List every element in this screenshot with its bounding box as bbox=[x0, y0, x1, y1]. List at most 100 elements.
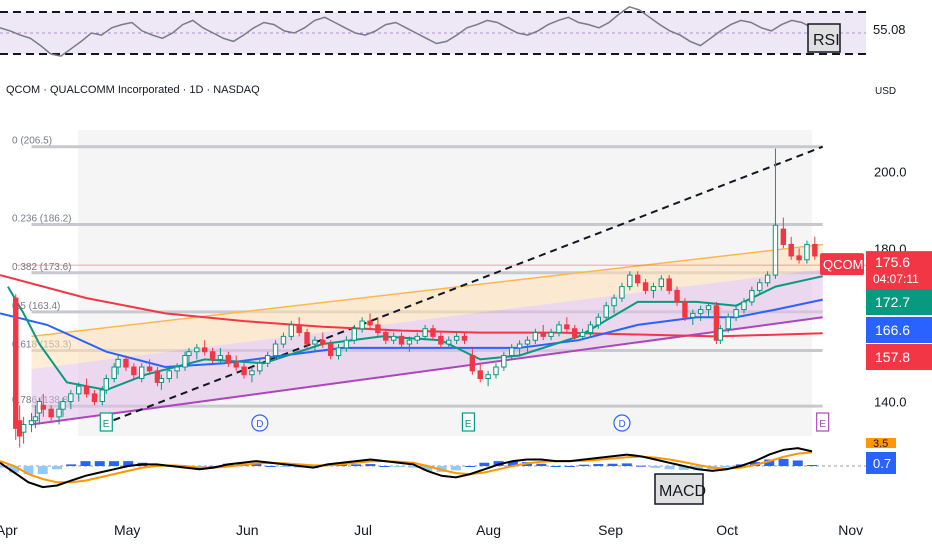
event-earnings-label: E bbox=[103, 419, 110, 430]
candle-body bbox=[780, 228, 787, 245]
time-axis-tick: May bbox=[114, 522, 140, 538]
candle-body bbox=[461, 335, 468, 341]
candle-body bbox=[812, 243, 818, 257]
candle-body bbox=[611, 297, 617, 307]
macd-histogram-bar bbox=[37, 466, 48, 475]
event-earnings-label: E bbox=[465, 419, 472, 430]
macd-histogram-bar bbox=[123, 461, 134, 466]
candle-body bbox=[48, 408, 54, 418]
time-axis-tick: Oct bbox=[716, 522, 738, 538]
macd-histogram-bar bbox=[721, 466, 732, 467]
price-axis-tick: 140.0 bbox=[874, 395, 907, 410]
candle-body bbox=[351, 328, 357, 341]
current-price-value: 175.6 bbox=[875, 254, 910, 270]
candle-body bbox=[233, 362, 239, 368]
macd-histogram-bar bbox=[621, 463, 632, 466]
candle-body bbox=[28, 420, 35, 426]
macd-histogram-bar bbox=[650, 466, 661, 468]
ema-price-value: 172.7 bbox=[875, 294, 910, 310]
macd-label-top-box bbox=[866, 438, 896, 448]
candle-body bbox=[453, 335, 460, 341]
candle-body bbox=[564, 324, 570, 330]
candle-body bbox=[682, 301, 688, 318]
candle-body bbox=[257, 362, 263, 372]
candle-body bbox=[438, 335, 444, 345]
macd-histogram-bar bbox=[693, 466, 704, 471]
ema-price-box bbox=[866, 289, 932, 315]
macd-histogram-bar bbox=[208, 466, 219, 467]
ema-price-box bbox=[866, 317, 932, 343]
candle-body bbox=[603, 305, 609, 318]
candle-body bbox=[320, 339, 326, 345]
trend-line[interactable] bbox=[101, 145, 824, 426]
rsi-title-box bbox=[807, 23, 841, 53]
candle-body bbox=[516, 343, 523, 349]
channel-fill-upper bbox=[31, 244, 823, 369]
candle-body bbox=[327, 343, 334, 357]
candle-body bbox=[264, 355, 271, 364]
ticker-tag bbox=[820, 253, 864, 276]
candle-body bbox=[619, 286, 625, 299]
macd-histogram-bar bbox=[108, 461, 119, 466]
candle-body bbox=[749, 289, 755, 303]
current-price-box bbox=[866, 251, 932, 290]
candle-body bbox=[532, 332, 539, 341]
macd-signal-line bbox=[0, 451, 813, 484]
candle-body bbox=[217, 355, 224, 360]
candle-body bbox=[225, 355, 232, 364]
candle-body bbox=[772, 224, 779, 276]
event-earnings-marker bbox=[461, 412, 476, 432]
event-earnings-marker bbox=[99, 412, 113, 432]
candle-body bbox=[398, 335, 405, 345]
candle-body bbox=[68, 393, 74, 403]
ticker-tag-label: QCOM bbox=[823, 257, 863, 272]
candle-body bbox=[91, 393, 98, 403]
candle-body bbox=[548, 332, 554, 337]
candle-body bbox=[390, 335, 397, 341]
candle-body bbox=[509, 347, 515, 357]
candle-body bbox=[56, 408, 62, 418]
macd-histogram-bar bbox=[778, 458, 789, 466]
candle-body bbox=[674, 289, 680, 303]
candle-body bbox=[367, 320, 373, 326]
price-labels: QCOM 175.6 04:07:11 172.7 166.6 157.8 bbox=[15, 251, 932, 370]
candle-body bbox=[60, 401, 66, 410]
macd-histogram-bar bbox=[422, 466, 433, 471]
candle-body bbox=[540, 332, 546, 337]
macd-histogram-bar bbox=[94, 461, 105, 466]
rsi-line bbox=[0, 5, 813, 57]
candle-body bbox=[406, 339, 413, 345]
price-pane[interactable]: 0 (206.5) 0.236 (186.2) 0.382 (173.6) 0.5 (… bbox=[0, 130, 932, 448]
candle-body bbox=[288, 324, 294, 337]
macd-histogram-bar bbox=[0, 466, 5, 468]
macd-histogram-bar bbox=[251, 463, 262, 466]
candle-body bbox=[713, 305, 720, 341]
candle-body bbox=[359, 320, 365, 330]
candle-body bbox=[587, 324, 594, 334]
candle-body bbox=[40, 404, 46, 410]
macd-histogram-bar bbox=[351, 464, 362, 466]
fib-level-label: 0.382 (173.6) bbox=[12, 262, 72, 273]
macd-histogram-bar bbox=[365, 464, 376, 466]
macd-histogram-bar bbox=[664, 466, 675, 470]
macd-histogram-bar bbox=[66, 464, 77, 466]
candle-body bbox=[312, 339, 318, 345]
candle-body bbox=[146, 366, 153, 372]
macd-label-bottom: 0.7 bbox=[873, 456, 891, 471]
candle-body bbox=[572, 328, 578, 337]
candle-body bbox=[446, 339, 452, 345]
candle-body bbox=[469, 355, 476, 372]
candle-body bbox=[139, 366, 145, 380]
candle-body bbox=[209, 351, 216, 360]
candle-body bbox=[174, 366, 180, 372]
candle-body bbox=[788, 243, 794, 257]
fib-level-label: 0 (206.5) bbox=[12, 136, 52, 147]
candle-body bbox=[741, 301, 747, 311]
macd-histogram-bar bbox=[465, 466, 476, 467]
event-earnings-marker bbox=[816, 412, 830, 432]
candle-body bbox=[20, 424, 27, 433]
macd-title-box bbox=[654, 473, 704, 505]
candle-body bbox=[658, 278, 665, 288]
time-axis[interactable]: Apr May Jun Jul Aug Sep Oct Nov bbox=[0, 522, 863, 538]
time-axis-tick: Sep bbox=[598, 522, 623, 538]
